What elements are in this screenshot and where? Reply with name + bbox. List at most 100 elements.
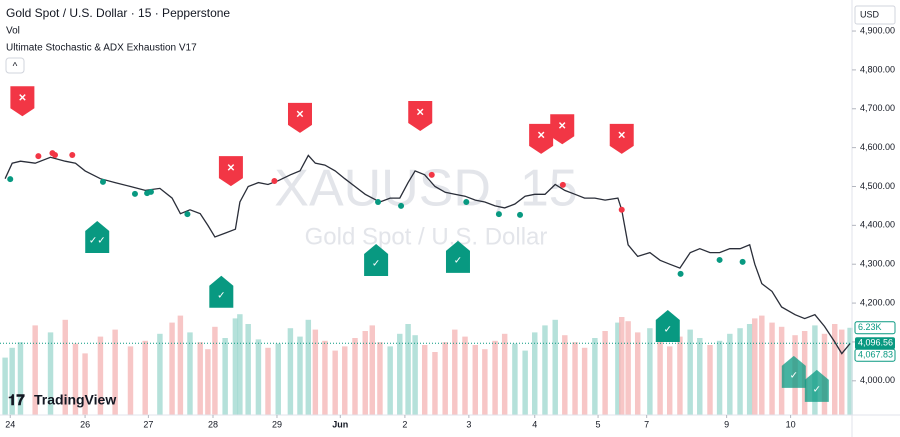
volume-bar	[222, 338, 228, 415]
buy-marker	[85, 221, 110, 254]
buy-marker	[364, 243, 389, 276]
buy-label: ✓	[372, 259, 380, 270]
sell-marker	[550, 114, 575, 145]
volume-bar	[322, 340, 328, 415]
sell-label: ✕	[558, 121, 566, 132]
volume-bar	[177, 315, 184, 415]
chart-title: Gold Spot / U.S. Dollar · 15 · Peppersto…	[6, 6, 230, 20]
volume-bar	[97, 336, 104, 415]
volume-bar	[847, 327, 853, 415]
volume-bar	[666, 346, 673, 415]
volume-bar	[581, 347, 588, 415]
volume-bar	[377, 342, 383, 415]
signal-dot	[7, 176, 14, 183]
buy-label: ✓	[813, 384, 821, 395]
volume-bar	[532, 332, 538, 415]
volume-bar	[387, 346, 393, 415]
signal-dot	[131, 190, 138, 197]
collapse-icon[interactable]: ^	[13, 62, 18, 73]
volume-bar	[17, 342, 24, 415]
volume-bar	[759, 315, 765, 415]
price-line	[4, 154, 851, 355]
volume-bar	[647, 328, 653, 415]
volume-bar	[32, 325, 38, 415]
price-badge	[854, 321, 896, 335]
volume-bar	[697, 338, 703, 415]
volume-bar	[369, 325, 375, 415]
signal-dot	[559, 181, 566, 188]
y-tick-label: 4,300.00	[860, 259, 895, 269]
sell-label: ✕	[618, 131, 626, 142]
x-tick-label: Jun	[332, 419, 348, 429]
indicator-label: Ultimate Stochastic & ADX Exhaustion V17	[6, 43, 197, 54]
volume-bar	[687, 329, 693, 415]
volume-bar	[501, 333, 508, 415]
volume-bar	[442, 342, 448, 415]
signal-dot	[35, 153, 42, 160]
volume-bar	[232, 318, 239, 415]
y-tick-label: 4,800.00	[860, 64, 895, 74]
volume-bar	[482, 349, 488, 415]
volume-bar	[472, 345, 478, 415]
volume-bar	[812, 325, 818, 415]
volume-bar	[142, 340, 148, 415]
volume-bar	[677, 336, 683, 415]
volume-bar	[112, 329, 118, 415]
y-tick-label: 4,400.00	[860, 220, 895, 230]
sell-marker	[408, 100, 433, 131]
volume-bar	[716, 340, 723, 415]
x-tick-label: 5	[596, 419, 601, 429]
x-tick-label: 7	[644, 419, 649, 429]
buy-label: ✓	[217, 290, 225, 301]
collapse-button[interactable]	[5, 57, 25, 74]
volume-bar	[297, 336, 303, 415]
volume-bar	[47, 332, 54, 415]
signal-dot	[52, 152, 59, 159]
volume-bar	[237, 314, 243, 415]
signal-dot	[618, 206, 625, 213]
signal-dot	[147, 188, 154, 195]
signal-dot	[517, 211, 524, 218]
buy-label: ✓✓	[89, 236, 106, 247]
sell-label: ✕	[416, 108, 424, 119]
volume-bar	[287, 328, 294, 415]
volume-bar	[832, 324, 838, 415]
signal-dot	[677, 270, 684, 277]
watermark: Gold Spot / U.S. Dollar	[305, 223, 548, 250]
volume-bar	[592, 338, 598, 415]
price-badge	[855, 337, 895, 350]
currency-label[interactable]: USD	[860, 9, 880, 19]
volume-bar	[452, 329, 458, 415]
x-tick-label: 26	[80, 419, 90, 429]
volume-bar	[245, 324, 251, 415]
sell-marker	[287, 102, 312, 133]
volume-bar	[615, 322, 621, 415]
currency-box[interactable]	[854, 5, 896, 25]
y-tick-label: 4,700.00	[860, 103, 895, 113]
logo[interactable]: 𝟏𝟕 TradingView	[8, 392, 116, 409]
volume-bar	[769, 322, 775, 415]
volume-bar	[342, 346, 348, 415]
volume-bar	[619, 317, 625, 415]
volume-bar	[572, 342, 578, 415]
volume-bar	[421, 345, 428, 415]
volume-bar	[752, 318, 758, 415]
volume-bar	[602, 331, 608, 415]
buy-marker	[445, 240, 470, 273]
volume-bar	[265, 347, 271, 415]
y-tick-label: 4,900.00	[860, 25, 895, 35]
volume-bar	[432, 352, 438, 415]
signal-dot	[495, 211, 502, 218]
buy-marker	[209, 275, 234, 308]
buy-label: ✓	[790, 371, 798, 382]
volume-bar	[332, 350, 338, 415]
x-tick-label: 28	[208, 419, 218, 429]
volume-bar	[522, 350, 528, 415]
volume-bar	[169, 322, 175, 415]
price-badge-label: 4,067.83	[858, 350, 893, 360]
buy-marker	[781, 355, 806, 388]
volume-bar	[275, 343, 281, 415]
volume-bar	[352, 338, 358, 415]
